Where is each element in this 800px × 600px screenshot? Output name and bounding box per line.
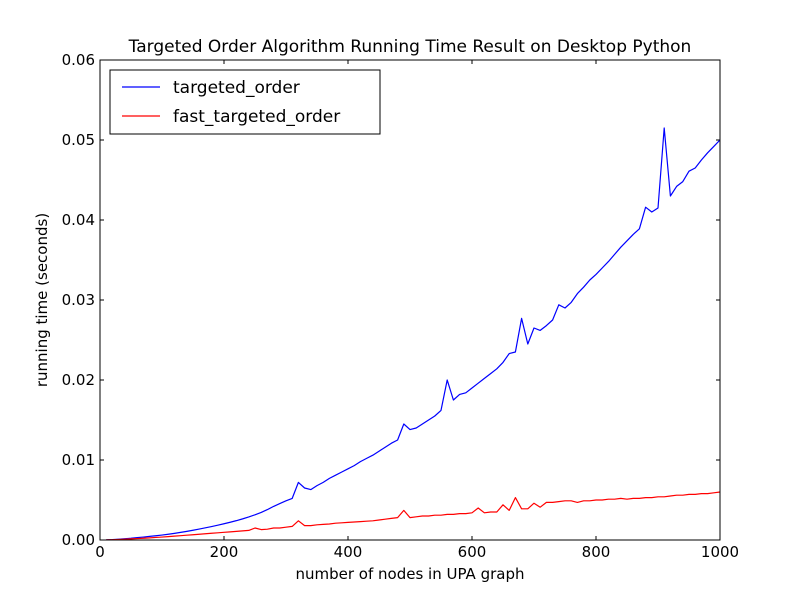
y-tick-label: 0.05 xyxy=(62,131,95,149)
y-tick-label: 0.04 xyxy=(62,211,95,229)
legend: targeted_order fast_targeted_order xyxy=(109,69,381,135)
x-tick-label: 600 xyxy=(458,543,487,561)
series-line-fast-targeted-order xyxy=(106,491,721,541)
x-tick-label: 200 xyxy=(210,543,239,561)
legend-label-targeted-order: targeted_order xyxy=(173,78,300,98)
legend-label-fast-targeted-order: fast_targeted_order xyxy=(173,107,340,127)
axis-ticks: 0 200 400 600 800 1000 0.00 0.01 0.02 0.03 0.04 0.0… xyxy=(62,51,740,561)
y-tick-label: 0.00 xyxy=(62,531,95,549)
x-tick-label: 800 xyxy=(582,543,611,561)
x-axis-label: number of nodes in UPA graph xyxy=(296,565,525,583)
y-axis-label: running time (seconds) xyxy=(33,213,51,387)
legend-box xyxy=(109,69,381,135)
series-line-targeted-order xyxy=(106,127,721,541)
x-tick-label: 0 xyxy=(95,543,105,561)
y-tick-label: 0.03 xyxy=(62,291,95,309)
y-tick-label: 0.01 xyxy=(62,451,95,469)
chart-title: Targeted Order Algorithm Running Time Re… xyxy=(128,37,692,57)
x-tick-label: 400 xyxy=(334,543,363,561)
y-tick-label: 0.02 xyxy=(62,371,95,389)
x-tick-label: 1000 xyxy=(701,543,739,561)
plot-series xyxy=(106,127,721,541)
y-tick-label: 0.06 xyxy=(62,51,95,69)
plot-frame xyxy=(99,59,721,541)
